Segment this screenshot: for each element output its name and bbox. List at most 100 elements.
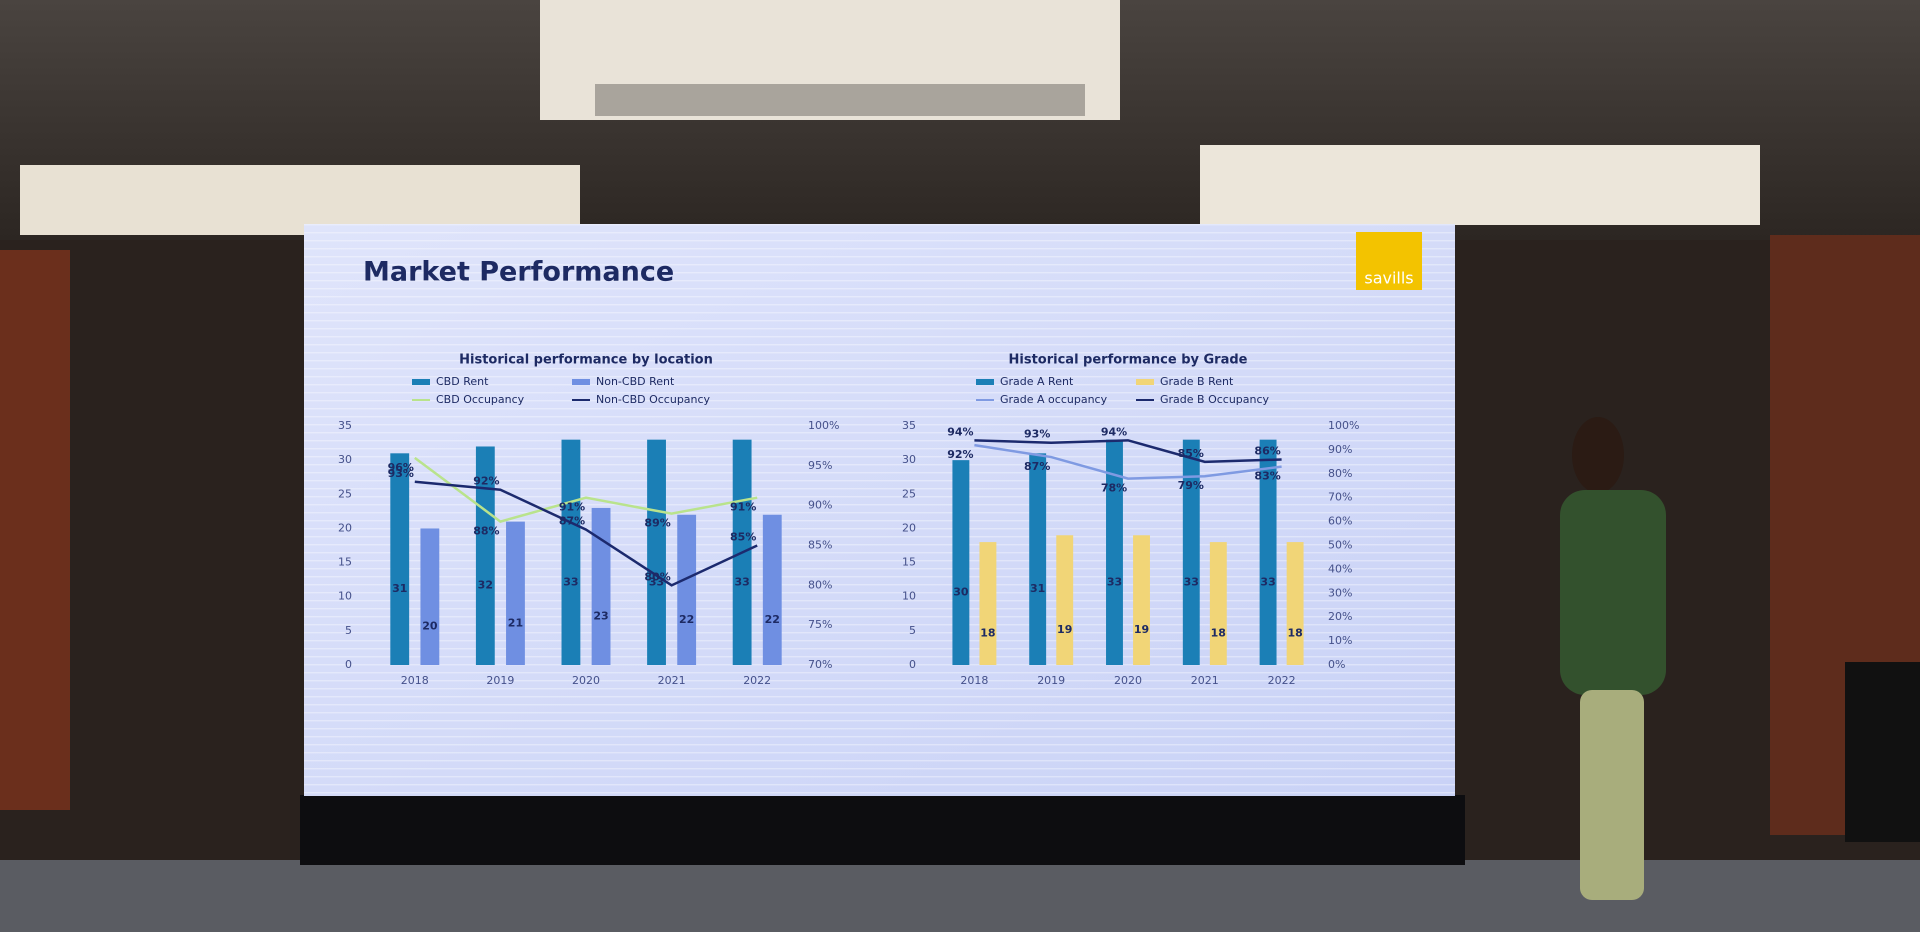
y-tick-label: 10 (338, 590, 352, 603)
bar (952, 460, 970, 665)
line-label: 89% (644, 517, 670, 530)
slide-title: Market Performance (363, 257, 674, 288)
bar-label: 31 (1030, 582, 1045, 595)
line-label: 94% (947, 425, 973, 438)
y2-tick-label: 70% (808, 658, 832, 671)
legend-label: Grade B Rent (1160, 375, 1234, 388)
legend-label: CBD Rent (436, 375, 489, 388)
bar (1286, 542, 1304, 665)
bar (420, 528, 440, 665)
bar (1182, 439, 1200, 665)
bar-label: 33 (1107, 575, 1122, 588)
x-tick-label: 2018 (401, 674, 429, 687)
x-tick-label: 2019 (486, 674, 514, 687)
x-tick-label: 2020 (572, 674, 600, 687)
x-tick-label: 2021 (658, 674, 686, 687)
chart-title: Historical performance by Grade (1009, 353, 1248, 368)
bar-label: 22 (679, 613, 694, 626)
line-label: 85% (730, 531, 756, 544)
y2-tick-label: 90% (1328, 443, 1352, 456)
bar-label: 32 (478, 579, 493, 592)
y-tick-label: 30 (902, 453, 916, 466)
bar-label: 33 (1260, 575, 1275, 588)
screen-base (300, 795, 1465, 865)
line-label: 93% (388, 467, 414, 480)
bar (1029, 453, 1047, 665)
y-tick-label: 20 (902, 521, 916, 534)
ceiling-panel (20, 165, 580, 235)
y-tick-label: 10 (902, 590, 916, 603)
line-label: 92% (947, 448, 973, 461)
bar-label: 22 (765, 613, 780, 626)
y-tick-label: 0 (345, 658, 352, 671)
x-tick-label: 2022 (743, 674, 771, 687)
y-tick-label: 35 (338, 419, 352, 432)
line-label: 92% (473, 475, 499, 488)
line-label: 86% (1254, 444, 1280, 457)
line-label: 83% (1254, 470, 1280, 483)
line-label: 91% (730, 501, 756, 514)
line-label: 96% (388, 461, 414, 474)
y2-tick-label: 60% (1328, 515, 1352, 528)
legend-label: Grade A occupancy (1000, 393, 1108, 406)
bar (1209, 542, 1227, 665)
bar (561, 439, 581, 665)
y-tick-label: 25 (338, 487, 352, 500)
bar (1259, 439, 1277, 665)
y-tick-label: 0 (909, 658, 916, 671)
legend-label: Non-CBD Rent (596, 375, 675, 388)
bar-label: 18 (1287, 627, 1302, 640)
x-tick-label: 2019 (1037, 674, 1065, 687)
presenter (1560, 417, 1666, 900)
y-tick-label: 15 (902, 556, 916, 569)
y2-tick-label: 75% (808, 618, 832, 631)
bar-label: 31 (392, 582, 407, 595)
legend-swatch (976, 379, 994, 385)
bar (762, 514, 782, 665)
bar-label: 33 (563, 575, 578, 588)
y2-tick-label: 80% (1328, 467, 1352, 480)
y-tick-label: 25 (902, 487, 916, 500)
line-label: 80% (644, 570, 670, 583)
line-label: 94% (1101, 425, 1127, 438)
line (414, 456, 758, 523)
y2-tick-label: 100% (1328, 419, 1359, 432)
x-tick-label: 2018 (960, 674, 988, 687)
logo: savills (1364, 269, 1413, 288)
y2-tick-label: 40% (1328, 562, 1352, 575)
ceiling-panel (1200, 145, 1760, 225)
line (974, 439, 1282, 464)
bar (591, 507, 611, 665)
y2-tick-label: 85% (808, 539, 832, 552)
speaker (1845, 662, 1920, 842)
line-label: 78% (1101, 482, 1127, 495)
y-tick-label: 5 (345, 624, 352, 637)
line-label: 91% (559, 501, 585, 514)
bar (677, 514, 697, 665)
bar (1133, 535, 1150, 665)
bar-label: 18 (980, 627, 995, 640)
legend-label: CBD Occupancy (436, 393, 525, 406)
y2-tick-label: 20% (1328, 610, 1352, 623)
bar (506, 521, 525, 665)
bar-label: 19 (1134, 623, 1149, 636)
bar-label: 18 (1211, 627, 1226, 640)
line-label: 79% (1178, 479, 1204, 492)
bar (475, 446, 495, 665)
y2-tick-label: 100% (808, 419, 839, 432)
legend-label: Grade A Rent (1000, 375, 1074, 388)
y-tick-label: 30 (338, 453, 352, 466)
y-tick-label: 15 (338, 556, 352, 569)
chart-title: Historical performance by location (459, 353, 713, 368)
bar-label: 20 (422, 620, 438, 633)
bar (647, 439, 666, 665)
x-tick-label: 2021 (1191, 674, 1219, 687)
y2-tick-label: 80% (808, 578, 832, 591)
legend-label: Grade B Occupancy (1160, 393, 1270, 406)
wall-panel (0, 250, 70, 810)
bar-label: 33 (734, 575, 749, 588)
bar-label: 21 (508, 616, 523, 629)
bar (1106, 439, 1123, 665)
bar (1056, 535, 1074, 665)
